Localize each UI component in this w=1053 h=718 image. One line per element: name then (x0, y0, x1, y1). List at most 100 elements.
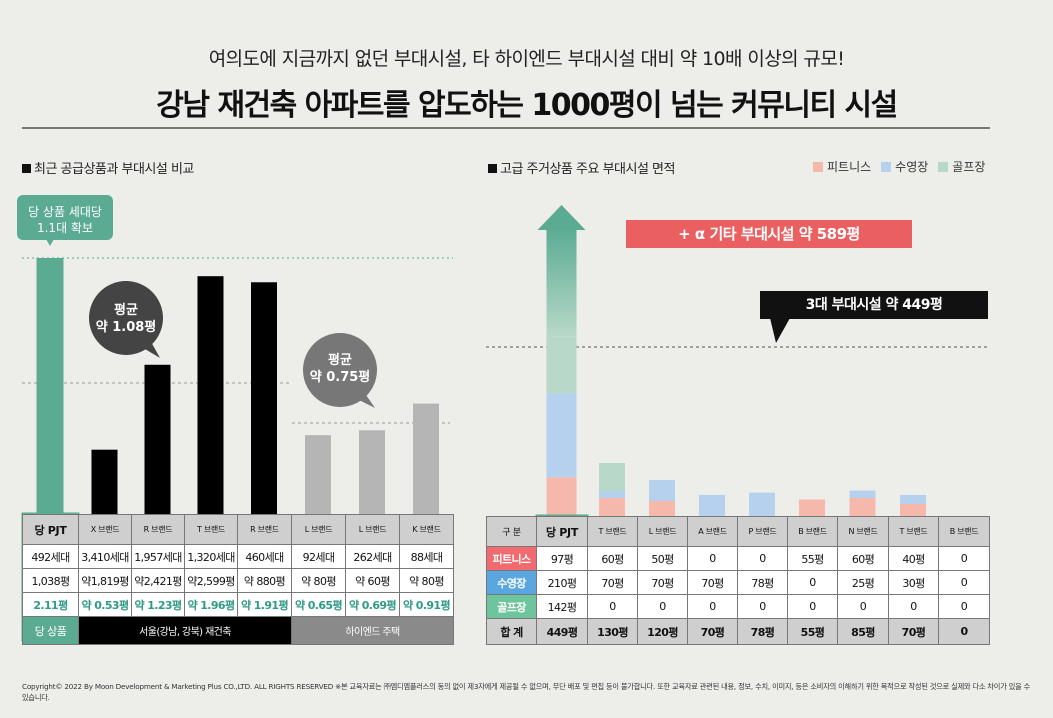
bar-own-pool (546, 393, 577, 478)
table-cell: 약 0.69평 (345, 592, 400, 617)
legend-swatch (881, 161, 892, 172)
table-cell: 0 (687, 594, 738, 619)
bubble-gray-line-1: 평균 (328, 353, 352, 368)
table-cell: 70평 (888, 618, 939, 645)
bubble-black-tail (140, 340, 160, 358)
table-row: 골프장 142평 0 0 0 0 0 0 0 0 (486, 594, 990, 619)
arrow-shaft (546, 228, 577, 337)
row-label: 합 계 (486, 618, 537, 645)
row-header: 구 분 (486, 516, 537, 547)
table-cell: 40평 (888, 546, 939, 571)
table-cell: 0 (787, 570, 838, 595)
table-cell: 약 0.65평 (291, 592, 346, 617)
table-cell: 1,957세대 (131, 544, 185, 569)
arrow-head-icon (537, 205, 586, 230)
table-cell: 0 (938, 570, 990, 595)
table-cell: 0 (938, 618, 990, 645)
table-cell: 97평 (536, 546, 588, 571)
table-cell: 120평 (637, 618, 688, 645)
table-cell: 460세대 (237, 544, 292, 569)
bar (251, 282, 277, 514)
bar-segment (699, 495, 725, 516)
legend-swatch (813, 161, 823, 172)
table-cell: 70평 (587, 570, 638, 595)
bar-segment (849, 498, 876, 516)
column-header: R 브랜드 (237, 514, 292, 545)
column-header: X 브랜드 (78, 514, 132, 545)
table-cell: 492세대 (22, 544, 79, 569)
table-cell: 3,410세대 (78, 544, 132, 569)
table-row: 수영장 210평 70평 70평 70평 78평 0 25평 30평 0 (486, 570, 990, 595)
table-cell: 50평 (637, 546, 688, 571)
header-divider (22, 127, 990, 129)
table-cell: 약 0.91평 (399, 592, 454, 617)
column-header: K 브랜드 (399, 514, 454, 545)
right-section-title: 고급 주거상품 주요 부대시설 면적 (488, 158, 675, 177)
table-cell: 0 (837, 594, 889, 619)
column-header: B 브랜드 (938, 516, 990, 547)
gray-average-bubble-text: 평균 약 0.75평 (303, 352, 377, 386)
table-cell: 210평 (536, 570, 588, 595)
bar (359, 430, 385, 514)
column-header: R 브랜드 (131, 514, 185, 545)
table-cell: 70평 (687, 618, 738, 645)
row-label: 골프장 (486, 594, 537, 619)
column-header: L 브랜드 (291, 514, 346, 545)
bar-segment (649, 480, 675, 501)
column-header: T 브랜드 (184, 514, 238, 545)
bar (91, 449, 118, 514)
column-header: 당 PJT (22, 514, 79, 545)
bar-segment (749, 492, 775, 516)
bubble-black-line-1: 평균 (114, 303, 138, 318)
table-cell: 약2,599평 (184, 568, 238, 593)
table-cell: 88세대 (399, 544, 454, 569)
column-header: L 브랜드 (345, 514, 400, 545)
left-comparison-table: 당 PJT X 브랜드 R 브랜드 T 브랜드 R 브랜드 L 브랜드 L 브랜드 K 브랜드… (22, 514, 454, 645)
bar-segment (599, 463, 625, 491)
legend-item: 골프장 (938, 158, 985, 175)
header-title: 강남 재건축 아파트를 압도하는 1000평이 넘는 커뮤니티 시설 (156, 88, 898, 123)
bar-segment (900, 504, 926, 516)
bubble-black-line-2: 약 1.08평 (95, 320, 157, 335)
table-cell: 70평 (687, 570, 738, 595)
table-cell: 60평 (837, 546, 889, 571)
table-cell: 0 (737, 594, 788, 619)
callout-three-bg (760, 291, 988, 319)
table-cell: 55평 (787, 618, 838, 645)
bubble-black (89, 281, 163, 355)
legend-item: 수영장 (881, 158, 928, 175)
table-cell: 약2,421평 (131, 568, 185, 593)
table-row: 2.11평 약 0.53평 약 1.23평 약 1.96평 약 1.91평 약 0.65평… (22, 592, 454, 617)
table-cell: 약 80평 (291, 568, 346, 593)
right-table-total-row: 합 계 449평 130평 120평 70평 78평 55평 85평 70평 0 (486, 618, 990, 645)
group-highend-cell: 하이엔드 주택 (291, 616, 454, 645)
table-cell: 0 (587, 594, 638, 619)
table-row: 492세대 3,410세대 1,957세대 1,320세대 460세대 92세대 262세대… (22, 544, 454, 569)
column-header: 당 PJT (536, 516, 588, 547)
table-cell: 92세대 (291, 544, 346, 569)
legend-label: 수영장 (895, 160, 929, 174)
table-cell: 0 (938, 594, 990, 619)
badge-line-2: 1.1대 확보 (36, 221, 94, 235)
legend-item: 피트니스 (813, 158, 871, 175)
square-bullet-icon (488, 164, 497, 173)
table-cell: 85평 (837, 618, 889, 645)
table-cell: 30평 (888, 570, 939, 595)
table-cell: 약 1.96평 (184, 592, 238, 617)
table-cell: 0 (787, 594, 838, 619)
bar-segment (649, 501, 675, 516)
table-cell: 2.11평 (22, 592, 79, 617)
bar (413, 403, 439, 514)
table-cell: 449평 (536, 618, 588, 645)
chart-legend: 피트니스 수영장 골프장 (813, 158, 985, 175)
table-cell: 약 1.91평 (237, 592, 292, 617)
table-cell: 25평 (837, 570, 889, 595)
column-header: N 브랜드 (837, 516, 889, 547)
table-cell: 142평 (536, 594, 588, 619)
callout-plus-alpha: + α 기타 부대시설 약 589평 (678, 225, 860, 243)
table-cell: 약 880평 (237, 568, 292, 593)
legend-label: 피트니스 (827, 160, 872, 174)
table-cell: 약1,819평 (78, 568, 132, 593)
